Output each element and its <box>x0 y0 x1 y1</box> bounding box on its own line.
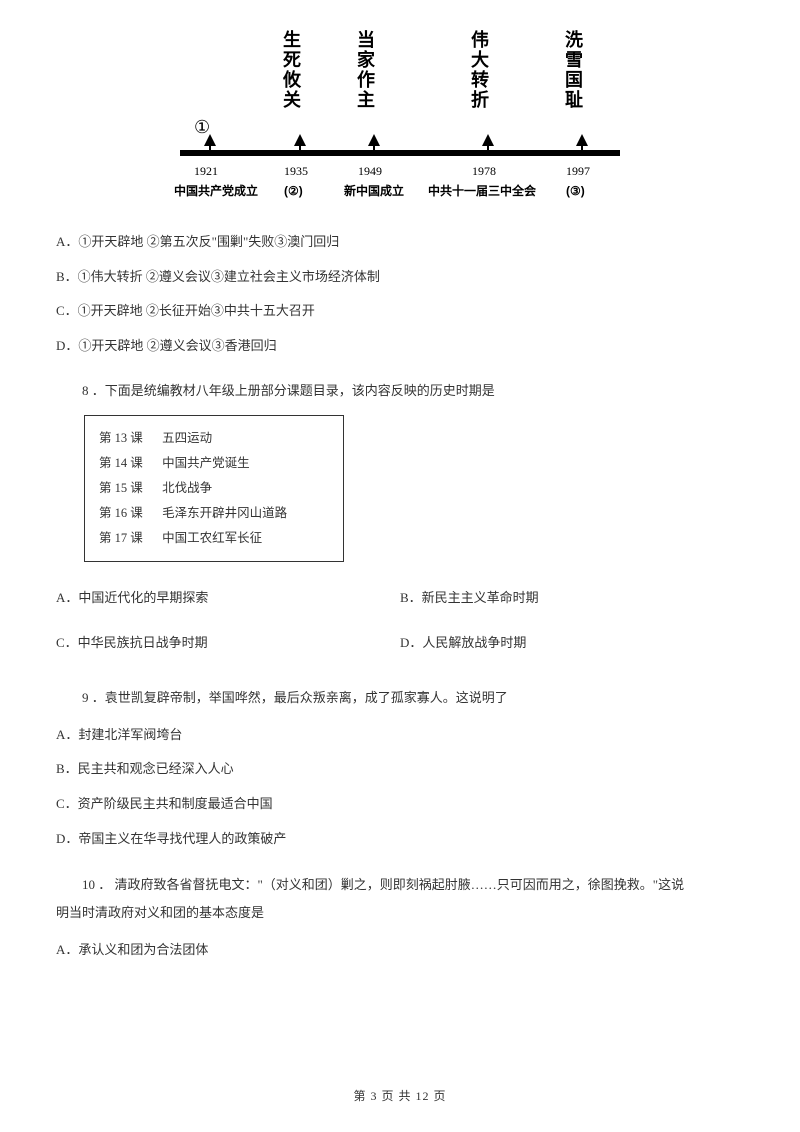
lesson-num: 第 13 课 <box>99 426 159 451</box>
arrow-icon <box>204 134 216 146</box>
event-label: 中共十一届三中全会 <box>428 180 536 203</box>
option-c: C．①开天辟地 ②长征开始③中共十五大召开 <box>56 299 744 324</box>
arrow-icon <box>368 134 380 146</box>
option-a: A．①开天辟地 ②第五次反"围剿"失败③澳门回归 <box>56 230 744 255</box>
timeline-top-labels: 生死攸关 当家作主 伟大转折 洗雪国耻 <box>180 30 620 126</box>
lesson-num: 第 16 课 <box>99 501 159 526</box>
lesson-row: 第 16 课 毛泽东开辟井冈山道路 <box>99 501 329 526</box>
lesson-title: 中国工农红军长征 <box>162 531 262 545</box>
arrow-icon <box>294 134 306 146</box>
q9-stem: 9 ．袁世凯复辟帝制，举国哗然，最后众叛亲离，成了孤家寡人。这说明了 <box>56 686 744 711</box>
lesson-title: 北伐战争 <box>162 481 212 495</box>
lesson-num: 第 15 课 <box>99 476 159 501</box>
arrow-icon <box>576 134 588 146</box>
arrow-icon <box>482 134 494 146</box>
option-b: B．新民主主义革命时期 <box>400 586 744 611</box>
lesson-title: 中国共产党诞生 <box>162 456 250 470</box>
option-a: A．承认义和团为合法团体 <box>56 938 744 963</box>
timeline-label-4: 洗雪国耻 <box>570 30 590 110</box>
lesson-title: 毛泽东开辟井冈山道路 <box>162 506 287 520</box>
event-label: (③) <box>566 180 585 203</box>
lesson-row: 第 14 课 中国共产党诞生 <box>99 451 329 476</box>
option-b: B．①伟大转折 ②遵义会议③建立社会主义市场经济体制 <box>56 265 744 290</box>
option-d: D．帝国主义在华寻找代理人的政策破产 <box>56 827 744 852</box>
option-a: A．中国近代化的早期探索 <box>56 586 400 611</box>
timeline-label-1: 生死攸关 <box>288 30 308 110</box>
event-label: (②) <box>284 180 303 203</box>
option-b: B．民主共和观念已经深入人心 <box>56 757 744 782</box>
option-c: C．中华民族抗日战争时期 <box>56 631 400 656</box>
option-d: D．人民解放战争时期 <box>400 631 744 656</box>
lesson-table: 第 13 课 五四运动 第 14 课 中国共产党诞生 第 15 课 北伐战争 第… <box>84 415 344 562</box>
timeline-label-3: 伟大转折 <box>476 30 496 110</box>
timeline-arrows <box>180 128 620 150</box>
event-label: 新中国成立 <box>344 180 404 203</box>
q8-options-row1: A．中国近代化的早期探索 B．新民主主义革命时期 <box>56 576 744 621</box>
lesson-num: 第 14 课 <box>99 451 159 476</box>
q10-line1: 10 ． 清政府致各省督抚电文："（对义和团）剿之，则即刻祸起肘腋……只可因而用… <box>56 871 744 898</box>
q10-line2: 明当时清政府对义和团的基本态度是 <box>56 905 264 920</box>
lesson-title: 五四运动 <box>162 431 212 445</box>
option-c: C．资产阶级民主共和制度最适合中国 <box>56 792 744 817</box>
timeline-diagram: ① 生死攸关 当家作主 伟大转折 洗雪国耻 1921 1935 1949 197… <box>180 30 620 208</box>
lesson-row: 第 17 课 中国工农红军长征 <box>99 526 329 551</box>
lesson-num: 第 17 课 <box>99 526 159 551</box>
q8-stem: 8 ．下面是统编教材八年级上册部分课题目录，该内容反映的历史时期是 <box>56 379 744 404</box>
lesson-row: 第 15 课 北伐战争 <box>99 476 329 501</box>
lesson-row: 第 13 课 五四运动 <box>99 426 329 451</box>
option-a: A．封建北洋军阀垮台 <box>56 723 744 748</box>
q8-options-row2: C．中华民族抗日战争时期 D．人民解放战争时期 <box>56 621 744 666</box>
q10-stem: 10 ． 清政府致各省督抚电文："（对义和团）剿之，则即刻祸起肘腋……只可因而用… <box>56 871 744 926</box>
timeline-axis <box>180 150 620 156</box>
event-label: 中国共产党成立 <box>174 180 258 203</box>
option-d: D．①开天辟地 ②遵义会议③香港回归 <box>56 334 744 359</box>
page-footer: 第 3 页 共 12 页 <box>0 1085 800 1108</box>
timeline-label-2: 当家作主 <box>362 30 382 110</box>
